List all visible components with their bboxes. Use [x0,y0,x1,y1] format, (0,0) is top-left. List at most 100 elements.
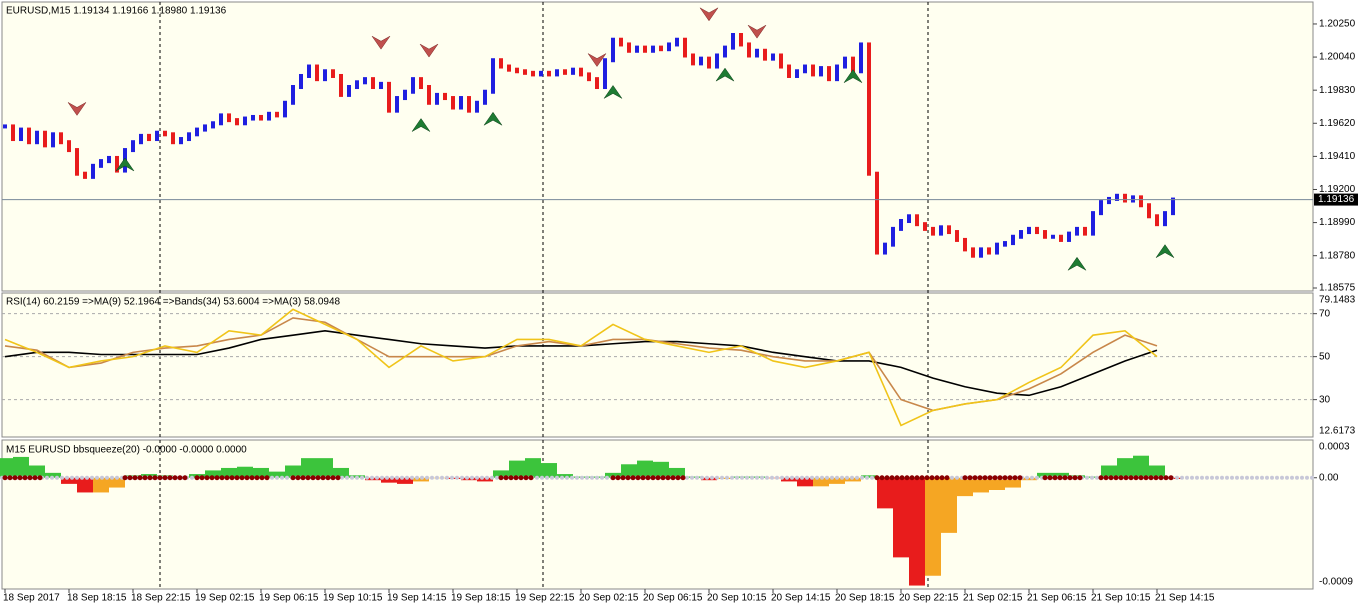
squeeze-bar [541,463,557,478]
squeeze-bar [301,458,317,478]
squeeze-bar [797,477,813,487]
x-tick-label: 19 Sep 02:15 [195,593,255,604]
price-bar [595,77,599,90]
squeeze-bar [877,477,893,509]
price-bar [859,42,863,74]
y-tick-label: 30 [1319,394,1331,405]
price-bar [915,214,919,227]
squeeze-bar [0,458,13,478]
price-bar [299,73,303,90]
squeeze-bar [205,470,221,478]
price-bar [1035,226,1039,235]
price-bar [227,113,231,123]
current-price-box [1314,193,1358,206]
buy-arrow [411,118,431,132]
price-bar [99,159,103,168]
price-bar [667,42,671,52]
squeeze-bar [989,477,1005,490]
price-bar [267,111,271,121]
price-bar [795,69,799,78]
squeeze-bar [237,466,253,478]
price-bar [835,64,839,82]
squeeze-bar [669,467,685,478]
price-bar [867,42,871,176]
price-bar [1027,226,1031,235]
price-bar [763,48,767,61]
price-bar [51,132,55,148]
price-bar [1019,230,1023,239]
price-bar [731,33,735,50]
rsi-panel [1,292,1314,438]
price-bar [803,64,807,74]
price-bar [1131,195,1135,203]
price-bar [771,53,775,61]
price-bar [251,114,255,121]
price-bar [211,121,215,129]
price-bar [1123,193,1127,203]
price-bar [291,85,295,105]
price-bar [579,67,583,77]
price-bar [691,53,695,66]
x-tick-label: 21 Sep 02:15 [963,593,1023,604]
squeeze-bar [269,471,285,478]
price-bar [1171,197,1175,216]
squeeze-bar [1101,465,1117,478]
price-bar [355,80,359,90]
x-tick-label: 20 Sep 22:15 [899,593,959,604]
squeeze-bar [1053,472,1069,478]
price-bar [651,45,655,53]
price-bar [1099,200,1103,216]
price-bar [907,214,911,224]
x-tick-label: 21 Sep 14:15 [1155,593,1215,604]
price-bar [523,69,527,75]
squeeze-bar [557,474,573,478]
price-bar [43,130,47,148]
price-bar [339,73,343,97]
squeeze-bar [717,477,733,479]
squeeze-bar [461,477,477,481]
squeeze-bar [861,475,877,478]
y-tick-label: 50 [1319,351,1331,362]
squeeze-bar [813,477,829,487]
y-tick-label: 1.19410 [1319,151,1356,162]
price-bar [507,64,511,72]
sell-arrow [587,53,607,67]
price-bar [235,118,239,126]
squeeze-bar [477,477,493,482]
price-bar [331,69,335,78]
price-bar [147,133,151,142]
squeeze-bar [525,458,541,478]
price-bar [323,69,327,82]
y-tick-label: 0.00 [1319,472,1339,483]
price-bar [555,69,559,77]
y-tick-label: 1.18990 [1319,217,1356,228]
y-tick-label: 1.19620 [1319,118,1356,129]
price-bar [715,53,719,69]
sell-arrow [747,24,767,39]
price-bar [955,230,959,242]
price-bar [371,77,375,90]
price-bar [659,45,663,52]
squeeze-bar [925,477,941,576]
price-bar [11,124,15,142]
price-bar [947,225,951,235]
price-bar [971,247,975,258]
price-bar [315,64,319,82]
price-bar [819,66,823,77]
y-limit-label: 12.6173 [1319,426,1356,437]
price-bar [875,171,879,255]
price-bar [1115,193,1119,201]
price-bar [403,89,407,101]
buy-arrow [1155,244,1175,258]
price-bar [307,64,311,78]
sell-arrow [419,43,439,58]
price-bar [379,81,383,90]
price-bar [891,226,895,247]
squeeze-bar [653,461,669,478]
price-bar [851,56,855,74]
price-bar [811,64,815,77]
squeeze-bar [829,477,845,484]
price-bar [107,155,111,164]
price-bar [883,242,887,255]
